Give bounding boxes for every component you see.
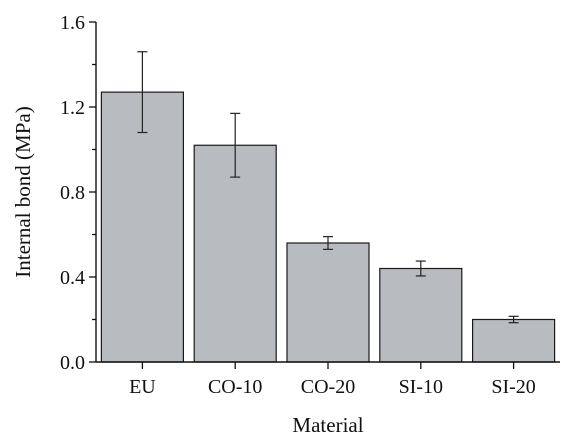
- error-bar-si-20: [508, 315, 519, 324]
- x-tick-label: SI-20: [491, 376, 535, 398]
- error-bar-co-20: [323, 236, 333, 250]
- error-bar-si-10: [415, 260, 426, 277]
- x-tick-label: EU: [129, 376, 156, 398]
- x-tick-label: CO-10: [208, 376, 262, 398]
- x-axis-title: Material: [292, 413, 363, 437]
- bar-eu: [100, 91, 185, 363]
- y-tick-label: 1.2: [60, 97, 85, 119]
- bar-si-10: [379, 267, 463, 363]
- bar-co-20: [286, 242, 370, 363]
- y-tick-label: 0.4: [60, 267, 85, 289]
- y-tick-label: 0.0: [60, 352, 85, 374]
- x-tick-label: SI-10: [399, 376, 443, 398]
- error-bar-co-10: [230, 112, 241, 178]
- y-tick-label: 0.8: [60, 182, 85, 204]
- error-bars-layer: [137, 51, 519, 324]
- bars-layer: [100, 91, 556, 363]
- y-ticks-layer: 0.0 0.4 0.8 1.2 1.6: [60, 12, 96, 374]
- bar-si-20: [472, 318, 556, 363]
- x-tick-label: CO-20: [301, 376, 355, 398]
- x-ticks-layer: EU CO-10 CO-20 SI-10 SI-20: [129, 362, 536, 398]
- y-tick-label: 1.6: [60, 12, 85, 34]
- y-axis-title: Internal bond (MPa): [11, 106, 35, 277]
- error-bar-eu: [137, 51, 148, 134]
- bar-co-10: [193, 144, 277, 363]
